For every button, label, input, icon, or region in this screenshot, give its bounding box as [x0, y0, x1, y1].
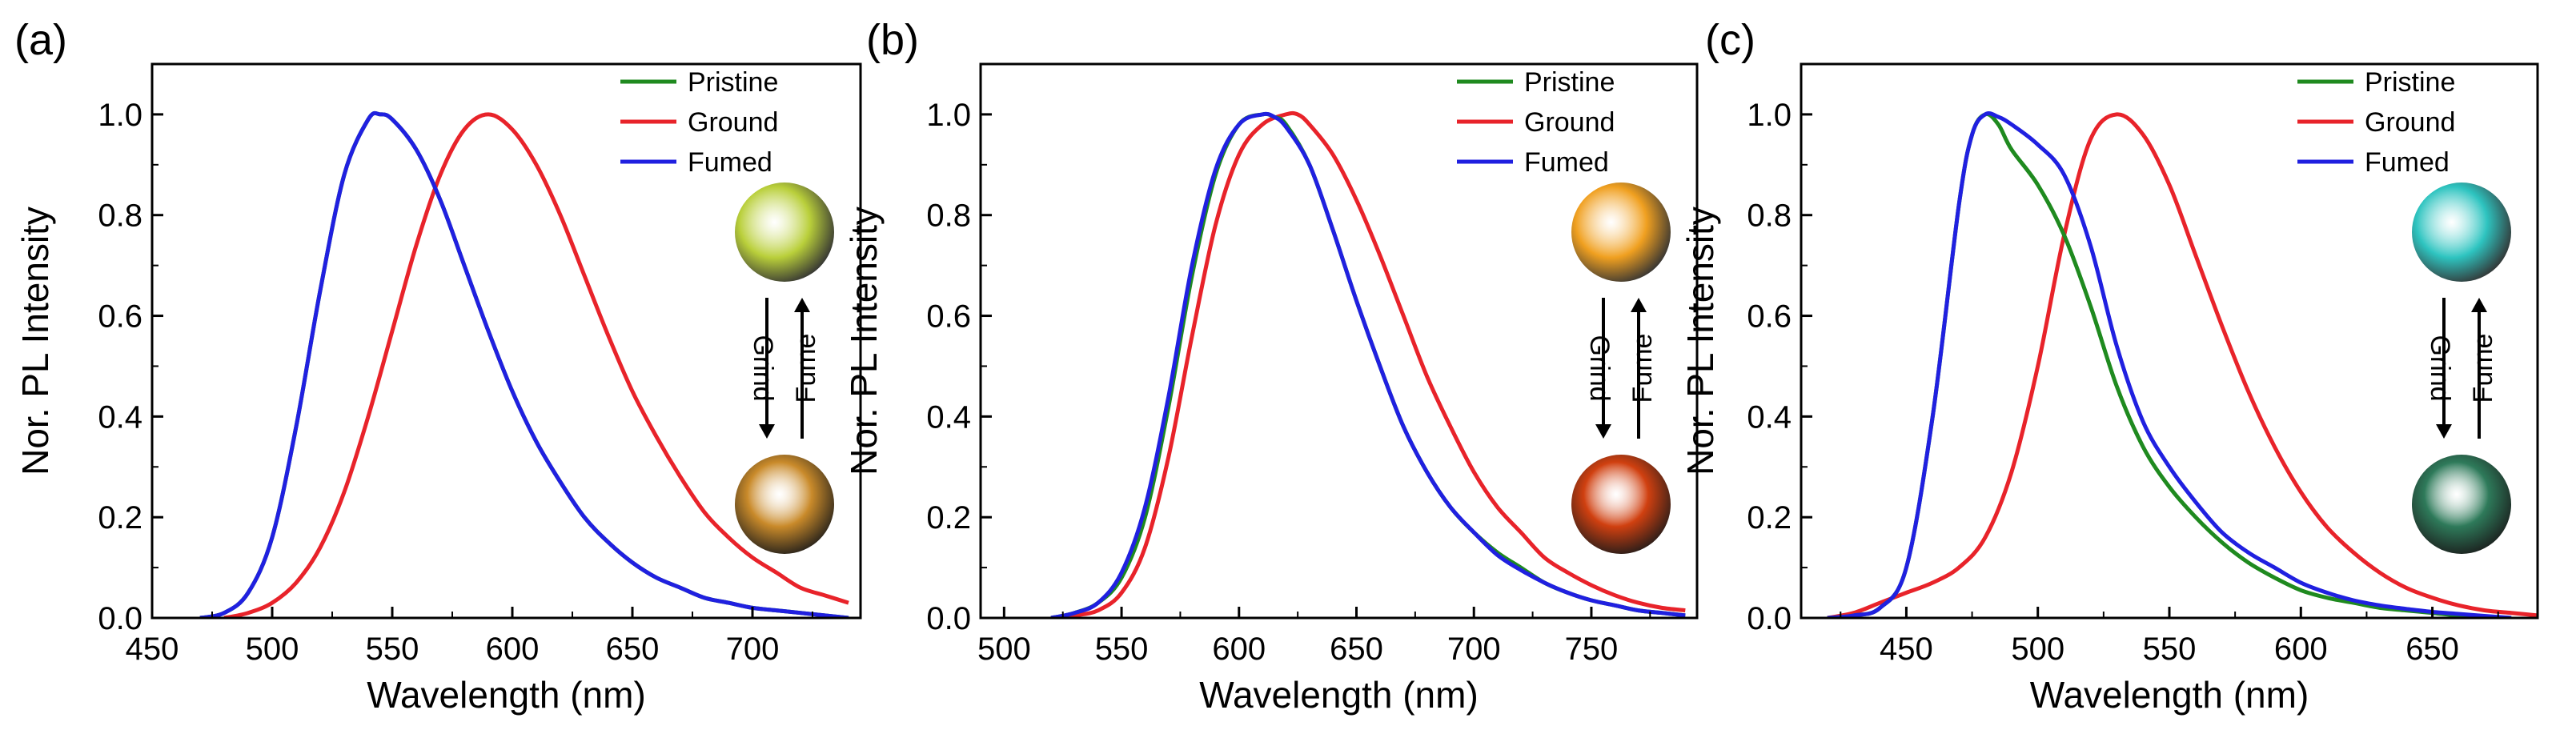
legend-label: Fumed: [688, 147, 772, 178]
plot-frame: [979, 62, 1699, 620]
x-tick-label: 650: [1330, 632, 1383, 667]
x-axis-title: Wavelength (nm): [367, 674, 646, 716]
legend-label: Ground: [688, 107, 778, 138]
y-tick-label: 0.4: [926, 399, 971, 435]
chart-panel: (c) 450 500 550 600 650 0.0 0.2 0.4 0.6 0.8 1.0 Wave…: [1679, 16, 2539, 716]
y-tick-label: 0.2: [98, 500, 142, 535]
y-tick-label: 0.0: [926, 601, 971, 636]
y-tick-label: 0.2: [1747, 500, 1792, 535]
panel-label: (b): [866, 16, 919, 64]
legend-label: Pristine: [2365, 67, 2455, 98]
grind-arrowhead: [1595, 424, 1611, 439]
grind-label: Grind: [748, 335, 778, 401]
series-line-ground: [1050, 110, 1686, 618]
legend-label: Fumed: [2365, 147, 2450, 178]
series-line-fumed: [1050, 111, 1686, 618]
grind-label: Grind: [2425, 335, 2455, 401]
grind-arrowhead: [2436, 424, 2452, 439]
y-tick-label: 0.8: [1747, 199, 1792, 234]
sample-photo-ground: [2412, 455, 2511, 554]
sample-photo-pristine: [735, 182, 834, 282]
x-tick-label: 750: [1565, 632, 1619, 667]
chart-panel: (a) 450 500 550 600 650 700 0.0 0.2 0.4 0.6 0.8 1.0 W…: [14, 16, 862, 716]
legend-label: Ground: [1524, 107, 1615, 138]
x-tick-label: 550: [1095, 632, 1149, 667]
y-tick-label: 1.0: [98, 98, 142, 133]
x-tick-label: 600: [2274, 632, 2328, 667]
fume-label: Fume: [791, 334, 821, 403]
legend-label: Fumed: [1524, 147, 1609, 178]
y-tick-label: 0.6: [98, 299, 142, 335]
y-tick-label: 0.4: [1747, 399, 1792, 435]
series-line-fumed: [1827, 111, 2512, 618]
sample-photo-pristine: [1571, 182, 1671, 282]
y-tick-label: 1.0: [1747, 98, 1792, 133]
y-tick-label: 0.2: [926, 500, 971, 535]
x-tick-label: 550: [366, 632, 419, 667]
series-line-fumed: [199, 110, 849, 618]
legend-label: Pristine: [688, 67, 778, 98]
x-tick-label: 600: [486, 632, 540, 667]
fume-label: Fume: [2468, 334, 2498, 403]
grind-arrowhead: [759, 424, 775, 439]
sample-photo-pristine: [2412, 182, 2511, 282]
sample-photo-ground: [735, 455, 834, 554]
x-tick-label: 700: [1447, 632, 1501, 667]
x-tick-label: 500: [977, 632, 1031, 667]
series-line-ground: [1827, 112, 2538, 618]
x-tick-label: 450: [126, 632, 179, 667]
y-tick-label: 0.6: [1747, 299, 1792, 335]
x-tick-label: 650: [2405, 632, 2459, 667]
y-axis-title: Nor. PL Intensity: [14, 207, 56, 475]
fume-arrowhead: [1631, 298, 1647, 312]
x-tick-label: 500: [2011, 632, 2064, 667]
y-tick-label: 0.6: [926, 299, 971, 335]
legend-label: Ground: [2365, 107, 2455, 138]
plot-frame: [150, 62, 862, 620]
legend-label: Pristine: [1524, 67, 1615, 98]
panel-label: (a): [14, 16, 67, 64]
y-tick-label: 1.0: [926, 98, 971, 133]
x-tick-label: 450: [1880, 632, 1933, 667]
y-axis-title: Nor. PL Intensity: [1679, 207, 1721, 475]
y-tick-label: 0.8: [926, 199, 971, 234]
fume-label: Fume: [1627, 334, 1658, 403]
grind-label: Grind: [1584, 335, 1615, 401]
sample-photo-ground: [1571, 455, 1671, 554]
x-tick-label: 500: [246, 632, 299, 667]
y-tick-label: 0.0: [1747, 601, 1792, 636]
y-tick-label: 0.4: [98, 399, 142, 435]
x-tick-label: 700: [726, 632, 780, 667]
chart-panel: (b) 500 550 600 650 700 750 0.0 0.2 0.4 0.6 0.8 1.0 W…: [843, 16, 1699, 716]
series-line-ground: [223, 112, 849, 618]
x-tick-label: 650: [606, 632, 660, 667]
x-axis-title: Wavelength (nm): [1199, 674, 1479, 716]
y-tick-label: 0.0: [98, 601, 142, 636]
y-tick-label: 0.8: [98, 199, 142, 234]
fume-arrowhead: [794, 298, 810, 312]
x-axis-title: Wavelength (nm): [2030, 674, 2309, 716]
fume-arrowhead: [2471, 298, 2487, 312]
panel-label: (c): [1705, 16, 1755, 64]
x-tick-label: 550: [2143, 632, 2197, 667]
y-axis-title: Nor. PL Intensity: [843, 207, 885, 475]
x-tick-label: 600: [1212, 632, 1266, 667]
